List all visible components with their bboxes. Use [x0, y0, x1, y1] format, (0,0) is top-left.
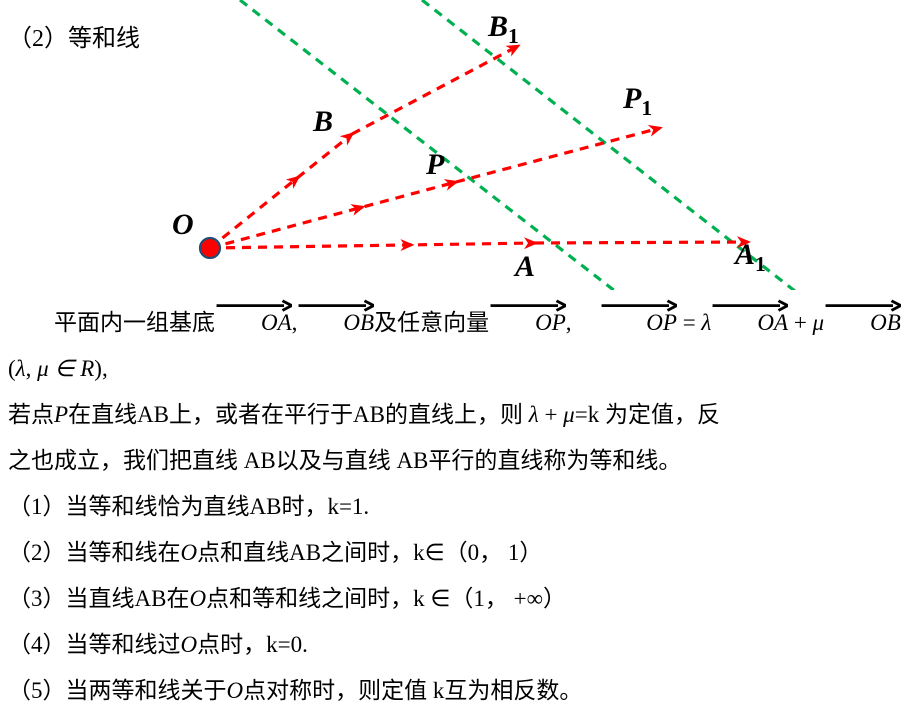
vec-OP: OP	[489, 300, 566, 346]
origin-point	[200, 238, 220, 258]
vec-OB: OB	[297, 300, 374, 346]
red-vectors	[210, 46, 748, 248]
item-5: （5）当两等和线关于O点对称时，则定值 k互为相反数。	[8, 668, 912, 714]
lambda2: λ	[16, 356, 26, 381]
paren-close: ),	[94, 356, 107, 381]
vec-OP-eq: OP	[600, 300, 677, 346]
label-B: B	[313, 105, 333, 139]
item-3: （3）当直线AB在O点和等和线之间时，k ∈（1， +∞）	[8, 576, 912, 622]
item-2: （2）当等和线在O点和直线AB之间时，k∈（0， 1）	[8, 530, 912, 576]
text-line-3: 之也成立，我们把直线 AB以及与直线 AB平行的直线称为等和线。	[8, 438, 912, 484]
label-O: O	[172, 208, 194, 242]
explanation-text: 平面内一组基底OA,OB及任意向量OP, OP = λOA + μOB(λ, μ…	[8, 300, 912, 714]
label-A: A	[515, 250, 535, 284]
vec-OA-eq: OA	[711, 300, 788, 346]
plus2: +	[539, 402, 563, 427]
vector-diagram	[0, 0, 920, 290]
vec-OA: OA	[215, 300, 292, 346]
in-R: ∈ R	[49, 356, 95, 381]
lambda3: λ	[529, 402, 539, 427]
mu3: μ	[563, 402, 575, 427]
plus: +	[788, 310, 812, 335]
label-A1: A1	[735, 238, 766, 277]
t1-pre: 平面内一组基底	[54, 310, 215, 335]
mu: μ	[813, 310, 825, 335]
eq: =	[677, 310, 701, 335]
comma2: ,	[566, 310, 572, 335]
label-B1: B1	[488, 10, 519, 49]
label-P: P	[426, 148, 444, 182]
item-4: （4）当等和线过O点时，k=0.	[8, 622, 912, 668]
vec-OB-eq: OB	[824, 300, 901, 346]
lambda: λ	[701, 310, 711, 335]
item-1: （1）当等和线恰为直线AB时，k=1.	[8, 484, 912, 530]
label-P1: P1	[623, 82, 652, 121]
text-line-1: 平面内一组基底OA,OB及任意向量OP, OP = λOA + μOB(λ, μ…	[8, 300, 912, 392]
t1-mid2: 及任意向量	[374, 310, 489, 335]
text-line-2: 若点P在直线AB上，或者在平行于AB的直线上，则 λ + μ=k 为定值，反	[8, 392, 912, 438]
P-ital: P	[54, 402, 68, 427]
paren-open: (	[8, 356, 16, 381]
mu2: μ	[37, 356, 49, 381]
comma-lm: ,	[26, 356, 38, 381]
